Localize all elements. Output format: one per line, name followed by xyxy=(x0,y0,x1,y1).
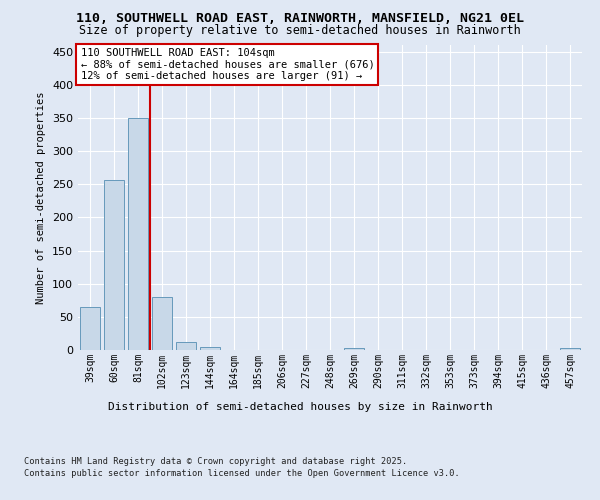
Bar xyxy=(152,297,172,350)
Text: Contains public sector information licensed under the Open Government Licence v3: Contains public sector information licen… xyxy=(24,469,460,478)
Text: Distribution of semi-detached houses by size in Rainworth: Distribution of semi-detached houses by … xyxy=(107,402,493,412)
Bar xyxy=(80,307,100,350)
Y-axis label: Number of semi-detached properties: Number of semi-detached properties xyxy=(37,91,46,304)
Bar xyxy=(176,342,196,350)
Bar xyxy=(104,180,124,350)
Text: 110 SOUTHWELL ROAD EAST: 104sqm
← 88% of semi-detached houses are smaller (676)
: 110 SOUTHWELL ROAD EAST: 104sqm ← 88% of… xyxy=(80,48,374,82)
Bar xyxy=(560,348,580,350)
Text: Size of property relative to semi-detached houses in Rainworth: Size of property relative to semi-detach… xyxy=(79,24,521,37)
Text: 110, SOUTHWELL ROAD EAST, RAINWORTH, MANSFIELD, NG21 0EL: 110, SOUTHWELL ROAD EAST, RAINWORTH, MAN… xyxy=(76,12,524,26)
Bar xyxy=(128,118,148,350)
Bar xyxy=(344,348,364,350)
Text: Contains HM Land Registry data © Crown copyright and database right 2025.: Contains HM Land Registry data © Crown c… xyxy=(24,458,407,466)
Bar xyxy=(200,348,220,350)
